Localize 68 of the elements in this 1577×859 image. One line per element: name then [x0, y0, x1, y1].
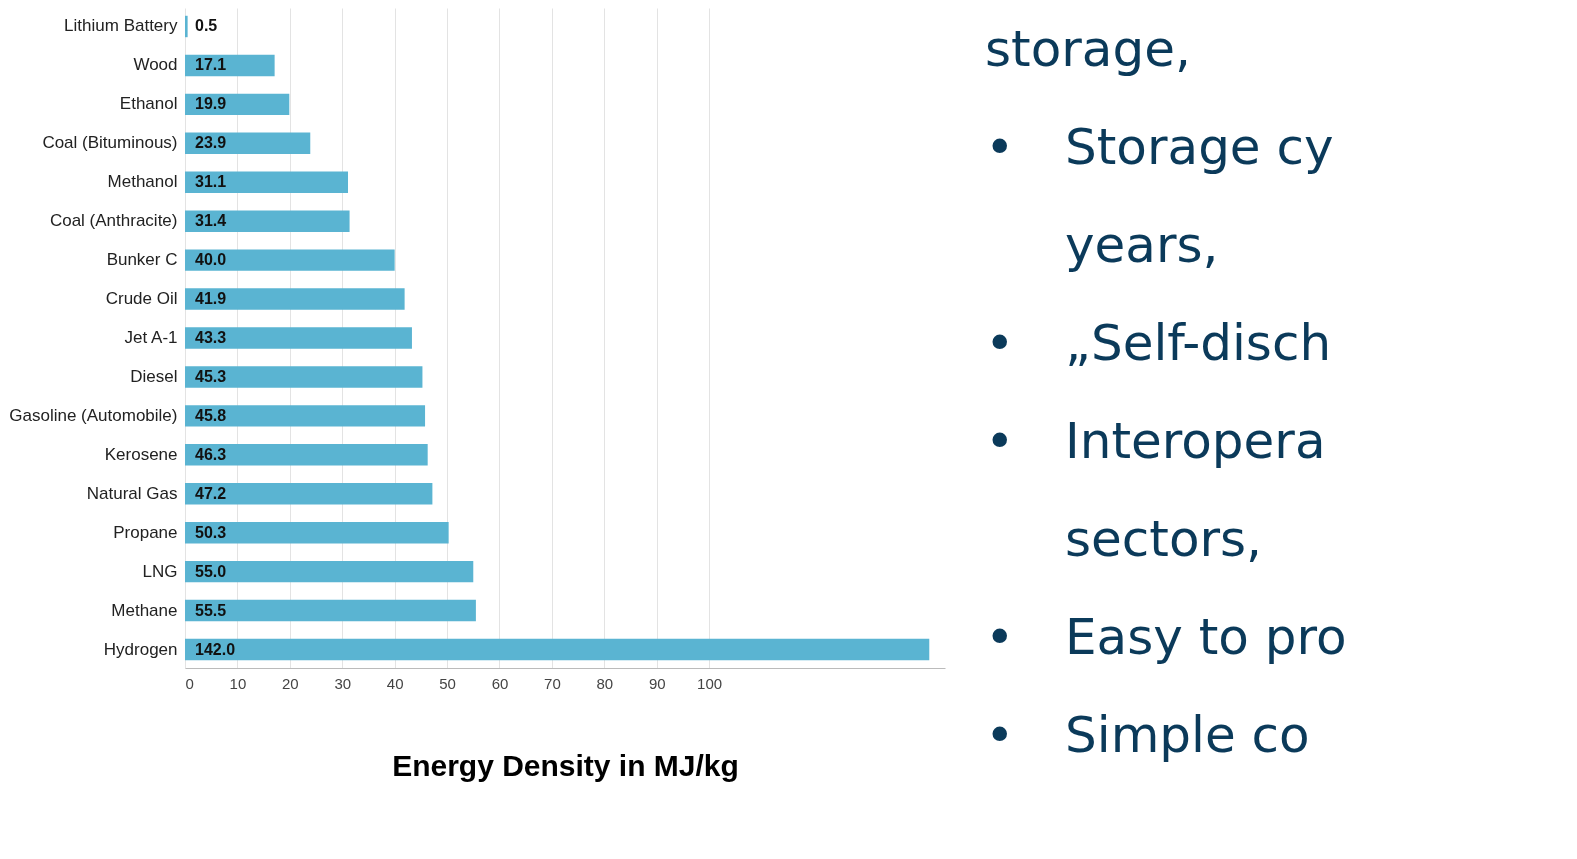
x-tick-label: 70 [544, 674, 561, 692]
bar [185, 210, 350, 232]
bar [185, 15, 188, 38]
bar [185, 638, 930, 661]
text: • Interopera [985, 411, 1327, 472]
bar [185, 366, 423, 388]
y-tick-label: Crude Oil [105, 289, 178, 309]
text: • Simple co [985, 705, 1311, 766]
data-label: 142.0 [195, 640, 236, 658]
data-label: 46.3 [195, 445, 227, 463]
text: years, [1064, 215, 1220, 276]
x-tick-label: 100 [697, 674, 723, 692]
bar [185, 521, 449, 544]
y-tick-label: Propane [113, 522, 178, 542]
x-tick-label: 10 [229, 674, 247, 692]
x-tick-label: 40 [386, 674, 404, 692]
bar [185, 288, 405, 310]
y-tick-label: Jet A-1 [124, 328, 178, 347]
y-tick-label: Coal (Anthracite) [49, 211, 178, 231]
y-tick-label: Methane [111, 600, 178, 620]
x-tick-label: 90 [648, 674, 666, 692]
bar [185, 327, 412, 349]
y-tick-label: Lithium Battery [64, 16, 178, 36]
y-tick-label: LNG [142, 561, 178, 581]
data-label: 31.1 [195, 173, 227, 191]
text: storage, [985, 19, 1192, 80]
data-label: 40.0 [195, 251, 227, 269]
x-tick-label: 50 [439, 674, 456, 692]
text: • Easy to pro [985, 607, 1347, 668]
text: sectors, [1064, 509, 1263, 570]
x-axis-title: Energy Density in MJ/kg [392, 748, 739, 782]
y-tick-label: Kerosene [104, 444, 178, 464]
y-tick-label: Natural Gas [86, 483, 178, 503]
data-label: 41.9 [195, 290, 227, 308]
data-label: 45.8 [195, 406, 227, 424]
data-label: 55.0 [195, 562, 227, 580]
data-label: 17.1 [195, 56, 227, 74]
bar [185, 444, 428, 466]
x-tick-label: 0 [185, 674, 194, 692]
y-tick-label: Wood [133, 55, 178, 75]
y-tick-label: Methanol [107, 172, 178, 192]
y-tick-label: Gasoline (Automobile) [9, 405, 178, 425]
data-label: 0.5 [195, 17, 218, 35]
text: • Storage cy [985, 117, 1335, 178]
data-label: 50.3 [195, 523, 227, 541]
bar [185, 560, 474, 583]
y-tick-label: Ethanol [119, 94, 178, 114]
bar [185, 405, 426, 427]
y-tick-label: Hydrogen [103, 639, 178, 659]
x-tick-label: 80 [596, 674, 614, 692]
data-label: 45.3 [195, 367, 227, 385]
data-label: 31.4 [195, 212, 227, 230]
bar [185, 483, 433, 505]
x-tick-label: 30 [334, 674, 352, 692]
data-label: 55.5 [195, 601, 227, 619]
y-tick-label: Coal (Bituminous) [42, 133, 178, 153]
y-tick-label: Diesel [130, 366, 178, 386]
bar [185, 171, 349, 193]
y-tick-label: Bunker C [106, 250, 178, 270]
data-label: 23.9 [195, 134, 227, 152]
data-label: 43.3 [195, 329, 227, 346]
data-label: 19.9 [195, 95, 227, 113]
bar [185, 599, 476, 622]
x-tick-label: 60 [491, 674, 509, 692]
bar [185, 249, 395, 271]
x-tick-label: 20 [281, 674, 299, 692]
text: • „Self-disch [985, 313, 1333, 374]
data-label: 47.2 [195, 484, 227, 502]
